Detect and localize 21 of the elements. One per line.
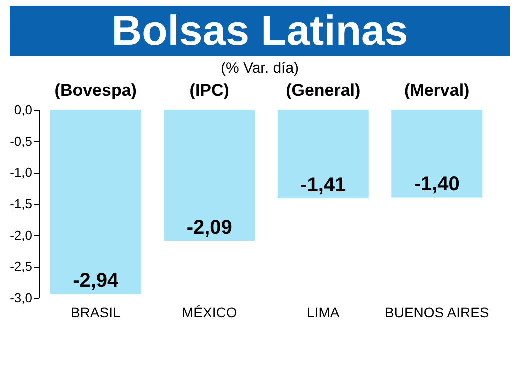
y-tick-label: -1,5 <box>10 196 32 212</box>
x-tick-label: LIMA <box>307 304 340 320</box>
y-tick-label: -2,5 <box>10 259 32 274</box>
x-tick-label: MÉXICO <box>182 304 238 320</box>
x-tick-label: BUENOS AIRES <box>384 304 490 320</box>
chart-subtitle: (% Var. día) <box>220 60 300 77</box>
chart-title: Bolsas Latinas <box>10 6 510 56</box>
annotation: (Bovespa) <box>54 81 137 100</box>
x-tick-label: BRASIL <box>70 304 121 320</box>
data-label: -2,94 <box>73 270 120 292</box>
annotation: (IPC) <box>190 81 230 100</box>
y-tick-label: -0,5 <box>10 134 32 149</box>
y-tick-label: 0,0 <box>14 102 32 118</box>
y-tick-label: -2,0 <box>10 228 32 243</box>
annotation: (Merval) <box>404 81 470 100</box>
annotation: (General) <box>286 81 361 100</box>
data-label: -2,09 <box>186 216 232 239</box>
data-label: -1,40 <box>414 174 460 196</box>
y-tick-label: -3,0 <box>10 290 32 306</box>
y-tick-label: -1,0 <box>10 165 32 180</box>
data-label: -1,41 <box>300 174 346 196</box>
